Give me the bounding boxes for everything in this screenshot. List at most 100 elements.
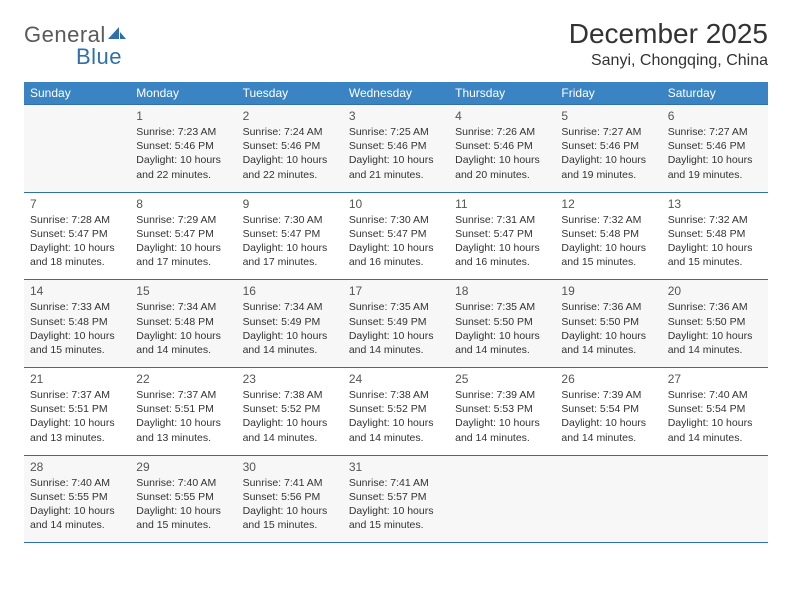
day-cell: 17Sunrise: 7:35 AMSunset: 5:49 PMDayligh… (343, 280, 449, 368)
day-number: 19 (561, 284, 655, 298)
daylight2-text: and 15 minutes. (561, 255, 655, 269)
daylight2-text: and 13 minutes. (30, 431, 124, 445)
daylight1-text: Daylight: 10 hours (455, 241, 549, 255)
day-number: 16 (243, 284, 337, 298)
day-number: 26 (561, 372, 655, 386)
sunrise-text: Sunrise: 7:34 AM (136, 300, 230, 314)
sunrise-text: Sunrise: 7:32 AM (561, 213, 655, 227)
daylight2-text: and 17 minutes. (243, 255, 337, 269)
day-number: 28 (30, 460, 124, 474)
day-cell: 9Sunrise: 7:30 AMSunset: 5:47 PMDaylight… (237, 192, 343, 280)
daylight1-text: Daylight: 10 hours (243, 153, 337, 167)
sunrise-text: Sunrise: 7:39 AM (561, 388, 655, 402)
day-cell: 8Sunrise: 7:29 AMSunset: 5:47 PMDaylight… (130, 192, 236, 280)
sunrise-text: Sunrise: 7:34 AM (243, 300, 337, 314)
daylight1-text: Daylight: 10 hours (243, 416, 337, 430)
sunset-text: Sunset: 5:50 PM (668, 315, 762, 329)
daylight2-text: and 15 minutes. (136, 518, 230, 532)
day-cell: 7Sunrise: 7:28 AMSunset: 5:47 PMDaylight… (24, 192, 130, 280)
day-cell: 11Sunrise: 7:31 AMSunset: 5:47 PMDayligh… (449, 192, 555, 280)
sunrise-text: Sunrise: 7:37 AM (30, 388, 124, 402)
sunset-text: Sunset: 5:46 PM (243, 139, 337, 153)
weekday-heading: Wednesday (343, 82, 449, 105)
daylight2-text: and 14 minutes. (349, 343, 443, 357)
sunset-text: Sunset: 5:48 PM (136, 315, 230, 329)
daylight1-text: Daylight: 10 hours (455, 153, 549, 167)
day-number: 5 (561, 109, 655, 123)
day-number: 27 (668, 372, 762, 386)
day-cell: 16Sunrise: 7:34 AMSunset: 5:49 PMDayligh… (237, 280, 343, 368)
day-number: 8 (136, 197, 230, 211)
daylight1-text: Daylight: 10 hours (243, 504, 337, 518)
sunset-text: Sunset: 5:47 PM (30, 227, 124, 241)
calendar-grid: Sunday Monday Tuesday Wednesday Thursday… (24, 82, 768, 543)
sunset-text: Sunset: 5:46 PM (668, 139, 762, 153)
day-number: 9 (243, 197, 337, 211)
day-cell: 31Sunrise: 7:41 AMSunset: 5:57 PMDayligh… (343, 455, 449, 543)
daylight2-text: and 22 minutes. (243, 168, 337, 182)
sunrise-text: Sunrise: 7:23 AM (136, 125, 230, 139)
day-number: 4 (455, 109, 549, 123)
daylight1-text: Daylight: 10 hours (668, 329, 762, 343)
sunrise-text: Sunrise: 7:27 AM (561, 125, 655, 139)
brand-sail-icon (106, 26, 127, 46)
day-number: 1 (136, 109, 230, 123)
sunrise-text: Sunrise: 7:35 AM (455, 300, 549, 314)
weekday-heading: Friday (555, 82, 661, 105)
daylight2-text: and 14 minutes. (136, 343, 230, 357)
day-cell: 19Sunrise: 7:36 AMSunset: 5:50 PMDayligh… (555, 280, 661, 368)
daylight2-text: and 14 minutes. (668, 431, 762, 445)
sunset-text: Sunset: 5:51 PM (136, 402, 230, 416)
daylight2-text: and 22 minutes. (136, 168, 230, 182)
daylight2-text: and 21 minutes. (349, 168, 443, 182)
day-cell: 1 Sunrise: 7:23 AMSunset: 5:46 PMDaylight… (130, 105, 236, 193)
day-cell: 3Sunrise: 7:25 AMSunset: 5:46 PMDaylight… (343, 105, 449, 193)
day-number: 31 (349, 460, 443, 474)
sunset-text: Sunset: 5:49 PM (243, 315, 337, 329)
week-row: 21Sunrise: 7:37 AMSunset: 5:51 PMDayligh… (24, 368, 768, 456)
daylight1-text: Daylight: 10 hours (136, 416, 230, 430)
daylight1-text: Daylight: 10 hours (349, 241, 443, 255)
day-number: 22 (136, 372, 230, 386)
location-text: Sanyi, Chongqing, China (569, 52, 768, 70)
daylight2-text: and 18 minutes. (30, 255, 124, 269)
daylight1-text: Daylight: 10 hours (30, 504, 124, 518)
daylight2-text: and 15 minutes. (30, 343, 124, 357)
daylight1-text: Daylight: 10 hours (243, 241, 337, 255)
daylight2-text: and 14 minutes. (668, 343, 762, 357)
daylight1-text: Daylight: 10 hours (561, 241, 655, 255)
daylight2-text: and 15 minutes. (243, 518, 337, 532)
day-cell: 4Sunrise: 7:26 AMSunset: 5:46 PMDaylight… (449, 105, 555, 193)
day-number: 2 (243, 109, 337, 123)
day-cell: 6Sunrise: 7:27 AMSunset: 5:46 PMDaylight… (662, 105, 768, 193)
sunrise-text: Sunrise: 7:41 AM (349, 476, 443, 490)
weekday-header-row: Sunday Monday Tuesday Wednesday Thursday… (24, 82, 768, 105)
daylight2-text: and 14 minutes. (455, 431, 549, 445)
daylight1-text: Daylight: 10 hours (136, 153, 230, 167)
day-cell: 30Sunrise: 7:41 AMSunset: 5:56 PMDayligh… (237, 455, 343, 543)
weekday-heading: Tuesday (237, 82, 343, 105)
sunrise-text: Sunrise: 7:32 AM (668, 213, 762, 227)
day-number: 14 (30, 284, 124, 298)
sunset-text: Sunset: 5:53 PM (455, 402, 549, 416)
daylight1-text: Daylight: 10 hours (561, 416, 655, 430)
sunrise-text: Sunrise: 7:38 AM (349, 388, 443, 402)
title-block: December 2025 Sanyi, Chongqing, China (569, 18, 768, 70)
daylight1-text: Daylight: 10 hours (668, 241, 762, 255)
sunrise-text: Sunrise: 7:33 AM (30, 300, 124, 314)
day-cell: 12Sunrise: 7:32 AMSunset: 5:48 PMDayligh… (555, 192, 661, 280)
day-cell: 5Sunrise: 7:27 AMSunset: 5:46 PMDaylight… (555, 105, 661, 193)
sunrise-text: Sunrise: 7:36 AM (561, 300, 655, 314)
day-number: 18 (455, 284, 549, 298)
daylight2-text: and 14 minutes. (30, 518, 124, 532)
day-cell: 13Sunrise: 7:32 AMSunset: 5:48 PMDayligh… (662, 192, 768, 280)
week-row: 7Sunrise: 7:28 AMSunset: 5:47 PMDaylight… (24, 192, 768, 280)
day-cell: 26Sunrise: 7:39 AMSunset: 5:54 PMDayligh… (555, 368, 661, 456)
day-cell: 10Sunrise: 7:30 AMSunset: 5:47 PMDayligh… (343, 192, 449, 280)
sunrise-text: Sunrise: 7:36 AM (668, 300, 762, 314)
sunrise-text: Sunrise: 7:39 AM (455, 388, 549, 402)
sunset-text: Sunset: 5:46 PM (136, 139, 230, 153)
day-number: 13 (668, 197, 762, 211)
sunrise-text: Sunrise: 7:30 AM (349, 213, 443, 227)
daylight2-text: and 14 minutes. (349, 431, 443, 445)
